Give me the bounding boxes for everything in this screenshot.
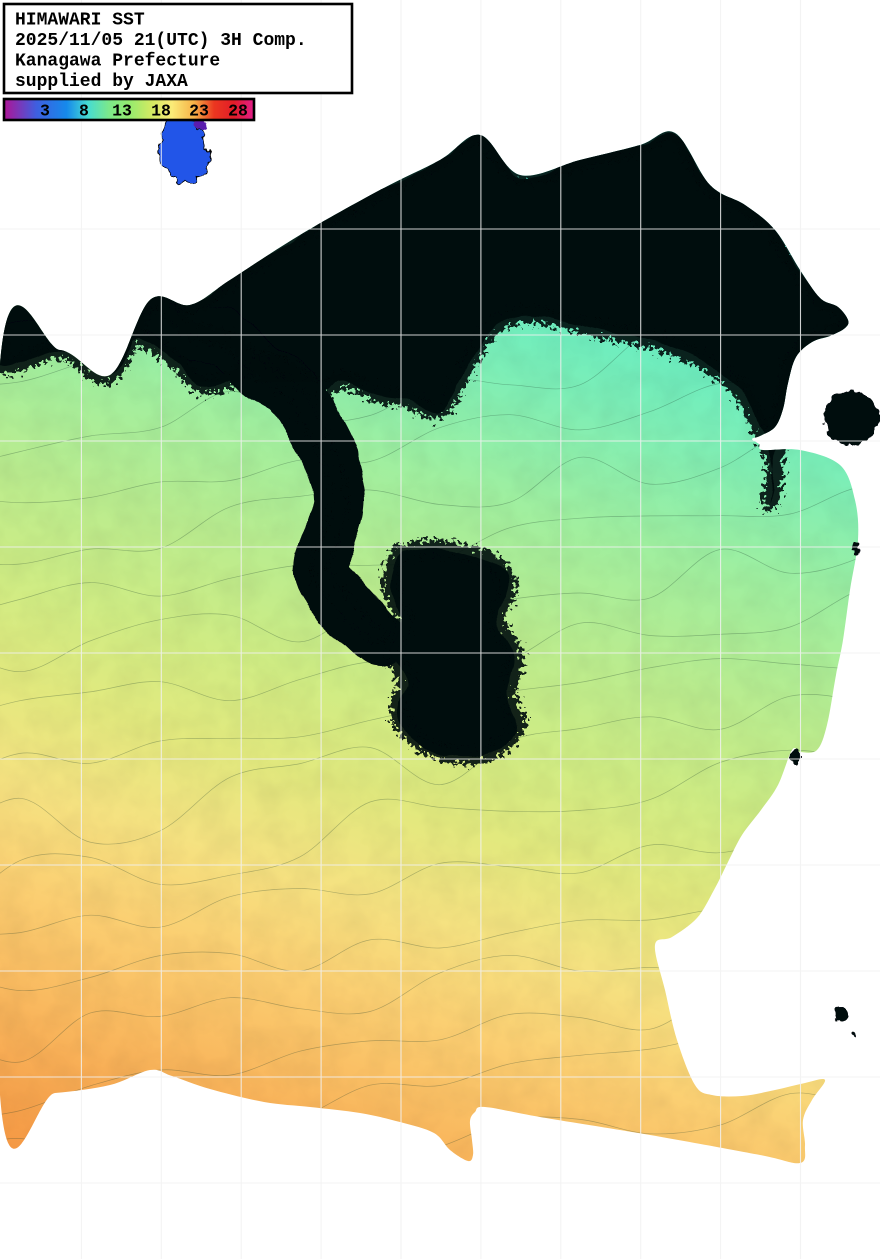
svg-text:13: 13 — [112, 102, 132, 121]
svg-text:supplied by JAXA: supplied by JAXA — [15, 72, 188, 92]
svg-text:28: 28 — [228, 102, 248, 121]
svg-text:18: 18 — [151, 102, 171, 121]
svg-text:23: 23 — [189, 102, 209, 121]
svg-text:8: 8 — [79, 102, 89, 121]
svg-text:HIMAWARI SST: HIMAWARI SST — [15, 11, 145, 31]
svg-text:Kanagawa Prefecture: Kanagawa Prefecture — [15, 52, 220, 72]
svg-text:3: 3 — [40, 102, 50, 121]
svg-text:2025/11/05 21(UTC) 3H Comp.: 2025/11/05 21(UTC) 3H Comp. — [15, 31, 307, 51]
